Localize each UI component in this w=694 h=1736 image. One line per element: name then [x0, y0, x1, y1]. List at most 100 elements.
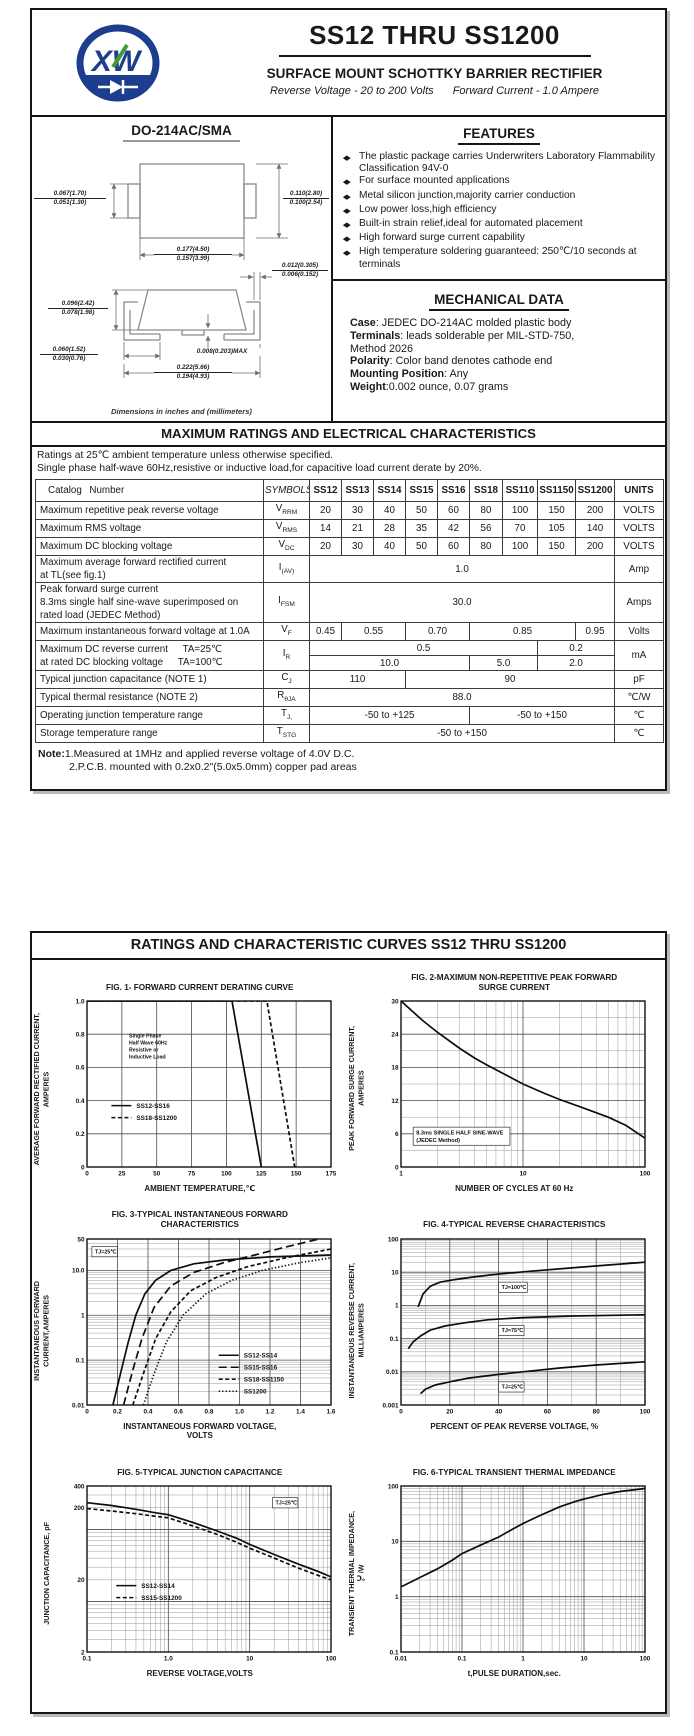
- dimensions-caption: Dimensions in inches and (millimeters): [111, 407, 252, 416]
- figure-title: FIG. 5-TYPICAL JUNCTION CAPACITANCE: [117, 1467, 283, 1477]
- chart-annotation: 8.3ms SINGLE HALF SINE-WAVE: [416, 1130, 504, 1136]
- y-tick-label: 10.0: [72, 1267, 85, 1274]
- x-tick-label: 0.8: [204, 1408, 213, 1415]
- bullet-icon: ◆: [342, 250, 351, 258]
- value-cell: 110: [309, 670, 406, 689]
- x-tick-label: 125: [256, 1171, 267, 1178]
- unit-cell: VOLTS: [614, 519, 664, 539]
- figure-x-axis-label: t,PULSE DURATION,sec.: [467, 1668, 561, 1678]
- value-cell: -50 to +150: [469, 705, 615, 725]
- value-cell: 30.0: [309, 582, 615, 624]
- chart-annotation: (JEDEC Method): [416, 1138, 460, 1144]
- package-drawing-panel: DO-214AC/SMA: [32, 117, 333, 421]
- dim-lead-thickness: 0.012(0.305) 0.006(0.152): [272, 262, 328, 280]
- table-row: Storage temperature range TSTG -50 to +150…: [35, 723, 664, 743]
- row-label-cell: Peak forward surge current 8.3ms single h…: [35, 582, 264, 624]
- value-cell: 42: [437, 519, 470, 539]
- legend-label: SS15-SS16: [244, 1364, 278, 1371]
- value-cell: 30: [341, 537, 374, 557]
- unit-cell: Amps: [614, 582, 664, 624]
- figure-title: FIG. 6-TYPICAL TRANSIENT THERMAL IMPEDAN…: [412, 1467, 616, 1477]
- y-tick-label: 24: [392, 1032, 400, 1039]
- x-tick-label: 100: [325, 1655, 336, 1662]
- features-heading: FEATURES: [333, 126, 665, 145]
- bullet-icon: ◆: [342, 222, 351, 230]
- page-title: SS12 THRU SS1200: [309, 20, 560, 50]
- row-label-line: Maximum instantaneous forward voltage at…: [40, 626, 250, 638]
- x-tick-label: 100: [221, 1171, 232, 1178]
- x-tick-label: 0.1: [82, 1655, 91, 1662]
- ratings-conditions: Ratings at 25℃ ambient temperature unles…: [32, 447, 665, 477]
- figure-y-axis-label: AVERAGE FORWARD RECTIFIED CURRENT, AMPER…: [32, 1012, 51, 1165]
- column-header-part: SS1200: [575, 479, 615, 503]
- row-label-cell: Typical thermal resistance (NOTE 2): [35, 687, 264, 707]
- value-cell: 50: [405, 501, 438, 521]
- y-tick-label: 20: [77, 1577, 85, 1584]
- chart-annotation: Half Wave 60Hz: [129, 1041, 168, 1047]
- bullet-icon: ◆: [342, 179, 351, 187]
- ratings-condition-2: Single phase half-wave 60Hz,resistive or…: [37, 462, 482, 474]
- row-label-line: Maximum average forward rectified curren…: [40, 557, 227, 569]
- unit-cell: pF: [614, 670, 664, 689]
- mechanical-line: Mounting Position: Any: [350, 368, 469, 381]
- x-tick-label: 40: [495, 1408, 503, 1415]
- series-SS18-SS1150: [131, 1247, 331, 1405]
- value-cell: 80: [469, 501, 503, 521]
- chart-svg: TJ=100℃ TJ=75℃ TJ=25℃ 0 20 40 60 80 100 100 10 1 0.1…: [383, 1236, 651, 1415]
- column-header-symbols: SYMBOLS: [263, 479, 310, 503]
- table-header-row: Catalog Number SYMBOLS SS12 SS13 SS14 SS15 SS1…: [35, 479, 664, 503]
- mechanical-data-section: MECHANICAL DATA Case: JEDEC DO-214AC mol…: [333, 281, 665, 394]
- x-tick-label: 1: [399, 1171, 403, 1178]
- unit-cell: ℃: [614, 723, 664, 743]
- features-list: ◆ The plastic package carries Underwriter…: [333, 151, 665, 271]
- value-cell: 200: [575, 537, 615, 557]
- y-tick-label: 0.1: [390, 1335, 399, 1342]
- figure-title: FIG. 2-MAXIMUM NON-REPETITIVE PEAK FORWA…: [411, 972, 618, 992]
- y-tick-label: 10: [392, 1538, 400, 1545]
- chart-annotation: TJ=25℃: [502, 1383, 523, 1390]
- value-cell: 0.95: [575, 622, 615, 641]
- mechanical-line: Terminals: leads solderable per MIL-STD-…: [350, 329, 575, 342]
- column-header-units: UNITS: [614, 479, 664, 503]
- title-underline: [278, 55, 591, 57]
- x-tick-label: 1.0: [164, 1655, 173, 1662]
- note-prefix: Note:: [38, 747, 65, 760]
- chart-annotation: Inductive Load: [129, 1055, 166, 1061]
- legend-label: SS1200: [244, 1388, 267, 1395]
- symbol-cell: VF: [263, 622, 310, 641]
- feature-text: High forward surge current capability: [359, 232, 525, 244]
- y-tick-label: 10: [392, 1269, 400, 1276]
- subtitle: SURFACE MOUNT SCHOTTKY BARRIER RECTIFIER: [266, 66, 603, 81]
- figure-fig2: PEAK FORWARD SURGE CURRENT, AMPERES FIG. …: [347, 972, 664, 1194]
- mechanical-line: Case: JEDEC DO-214AC molded plastic body: [350, 317, 572, 329]
- x-tick-label: 150: [291, 1171, 302, 1178]
- value-cell: 30: [341, 501, 374, 521]
- feature-text: For surface mounted applications: [359, 175, 510, 187]
- row-label-line: Peak forward surge current: [40, 584, 159, 596]
- datasheet-page-2: RATINGS AND CHARACTERISTIC CURVES SS12 T…: [30, 931, 667, 1714]
- feature-item: ◆ Low power loss,high efficiency: [343, 204, 659, 218]
- feature-item: ◆ Metal silicon junction,majority carrier…: [343, 190, 659, 204]
- feature-text: Built-in strain relief,ideal for automat…: [359, 218, 583, 230]
- value-cell: 35: [405, 519, 438, 539]
- figure-title: FIG. 3-TYPICAL INSTANTANEOUS FORWARD CHA…: [111, 1210, 288, 1230]
- tagline: Reverse Voltage - 20 to 200 Volts Forwar…: [204, 85, 665, 97]
- unit-cell: VOLTS: [614, 501, 664, 521]
- table-subrow: 10.0 5.0 2.0: [36, 655, 664, 671]
- feature-item: ◆ Built-in strain relief,ideal for automa…: [342, 218, 659, 232]
- y-tick-label: 0.8: [75, 1032, 84, 1039]
- x-tick-label: 100: [640, 1171, 651, 1178]
- value-cell: 90: [405, 670, 615, 689]
- figure-y-axis-label: INSTANTANEOUS FORWARD CURRENT,AMPERES: [32, 1281, 51, 1382]
- x-tick-label: 0.4: [143, 1408, 152, 1415]
- x-tick-label: 175: [325, 1171, 336, 1178]
- x-tick-label: 10: [246, 1655, 254, 1662]
- row-label-cell: Maximum repetitive peak reverse voltage: [35, 501, 264, 521]
- value-cell: 40: [373, 501, 406, 521]
- y-tick-label: 12: [392, 1098, 400, 1105]
- dim-body-height: 0.110(2.80) 0.100(2.54): [283, 190, 329, 208]
- y-tick-label: 0.01: [72, 1402, 85, 1409]
- y-tick-label: 18: [392, 1065, 400, 1072]
- dim-side-height: 0.096(2.42) 0.078(1.98): [48, 300, 108, 318]
- figure-fig3: INSTANTANEOUS FORWARD CURRENT,AMPERES FIG…: [32, 1210, 349, 1441]
